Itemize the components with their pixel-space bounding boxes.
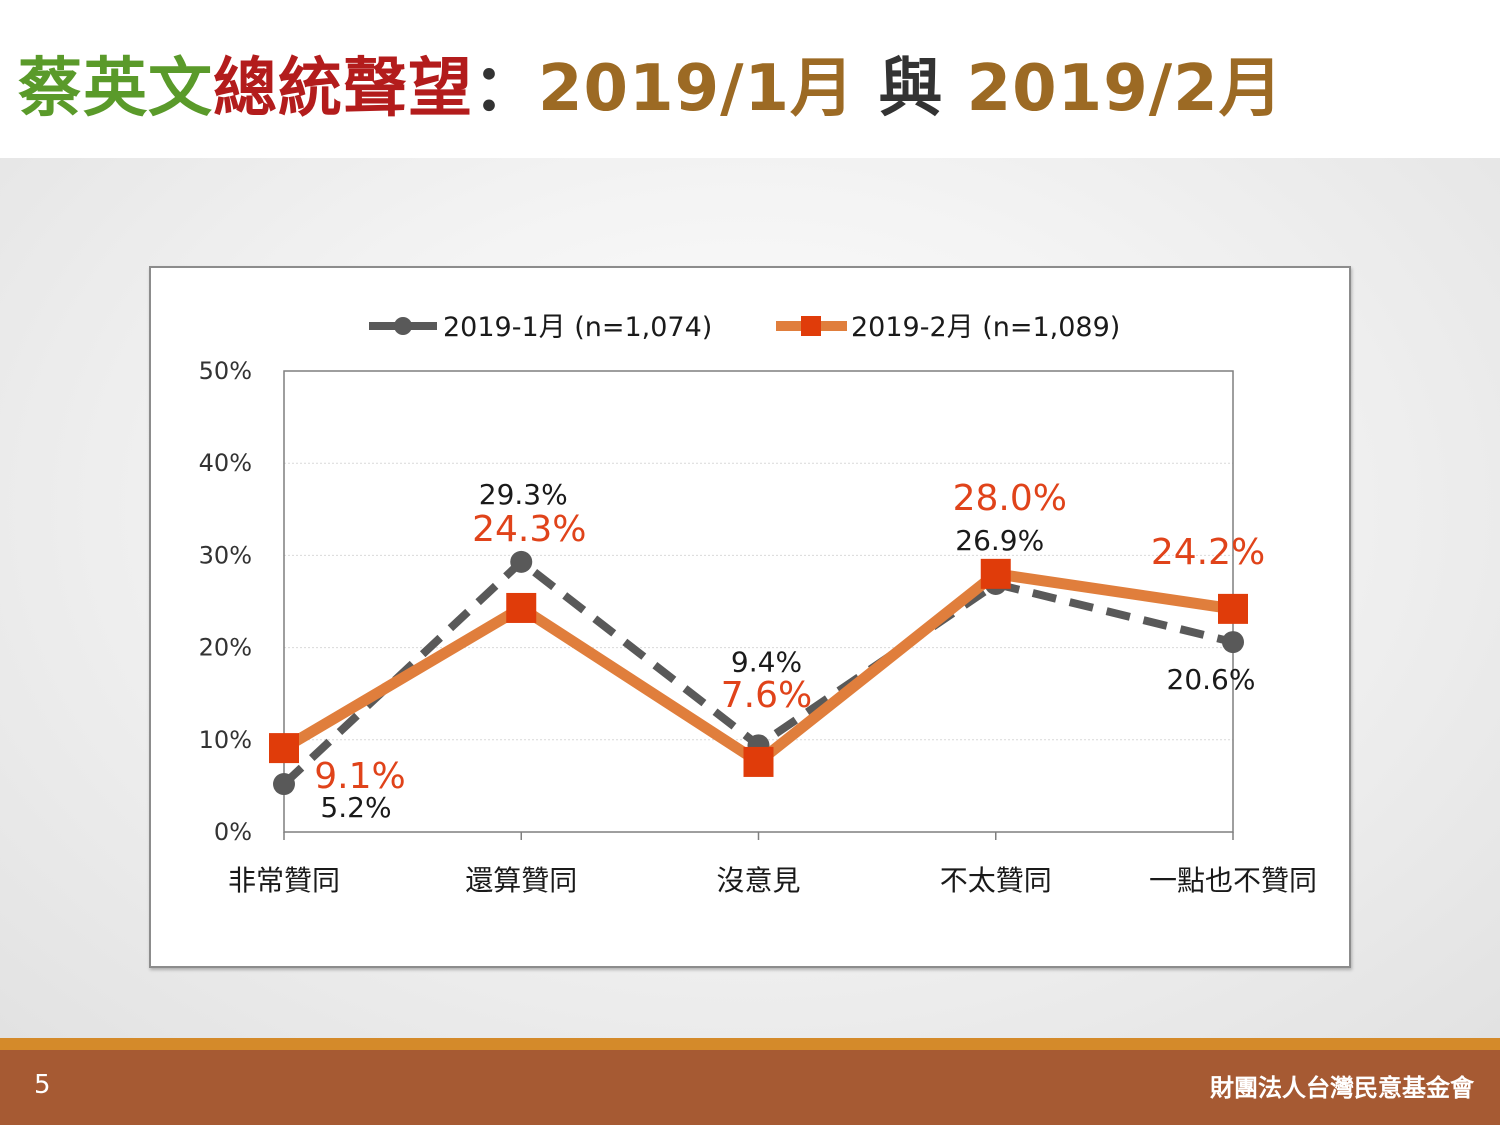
x-category-label: 不太贊同 bbox=[940, 864, 1052, 897]
slide-title: 蔡英文總統聲望：2019/1月 與 2019/2月 bbox=[18, 44, 1284, 134]
legend-marker-2019-01 bbox=[394, 317, 412, 335]
data-label-2019-01: 20.6% bbox=[1167, 663, 1256, 696]
data-label-2019-01: 9.4% bbox=[731, 645, 802, 678]
data-label-2019-01: 29.3% bbox=[479, 478, 568, 511]
footer-bar: 5 財團法人台灣民意基金會 bbox=[0, 1050, 1500, 1125]
marker-2019-02 bbox=[980, 558, 1011, 589]
marker-2019-01 bbox=[1222, 631, 1244, 654]
data-label-2019-02: 24.2% bbox=[1151, 532, 1265, 573]
page-number: 5 bbox=[34, 1070, 51, 1100]
marker-2019-02 bbox=[506, 592, 537, 623]
organization-name: 財團法人台灣民意基金會 bbox=[1210, 1074, 1474, 1102]
x-category-label: 沒意見 bbox=[716, 864, 800, 897]
title-period-2: 2019/2月 bbox=[966, 52, 1284, 126]
data-label-2019-01: 26.9% bbox=[955, 524, 1044, 557]
x-category-label: 一點也不贊同 bbox=[1149, 864, 1317, 897]
marker-2019-01 bbox=[510, 550, 533, 573]
data-label-2019-01: 5.2% bbox=[320, 791, 391, 824]
data-label-2019-02: 7.6% bbox=[721, 675, 812, 716]
y-tick-label: 0% bbox=[214, 818, 252, 846]
y-tick-label: 40% bbox=[199, 449, 252, 477]
title-conjunction: 與 bbox=[855, 52, 967, 126]
data-label-2019-02: 28.0% bbox=[953, 478, 1067, 519]
data-label-2019-02: 9.1% bbox=[314, 756, 405, 797]
legend-label-2019-01: 2019-1月 (n=1,074) bbox=[443, 312, 712, 343]
title-name: 蔡英文 bbox=[18, 52, 213, 126]
y-tick-label: 10% bbox=[199, 726, 252, 754]
marker-2019-01 bbox=[273, 773, 295, 796]
title-bar: 蔡英文總統聲望：2019/1月 與 2019/2月 bbox=[0, 0, 1500, 158]
y-tick-label: 30% bbox=[199, 541, 252, 569]
y-tick-label: 20% bbox=[199, 634, 252, 662]
y-tick-label: 50% bbox=[199, 357, 252, 385]
legend-marker-2019-02 bbox=[801, 316, 821, 336]
footer-accent-stripe bbox=[0, 1038, 1500, 1050]
chart-frame: 0% 10% 20% 30% 40% 50% 非常贊同 還算贊同 沒意見 不太贊同 一點也不贊同 5.… bbox=[149, 266, 1351, 968]
data-label-2019-02: 24.3% bbox=[472, 509, 586, 550]
line-chart: 0% 10% 20% 30% 40% 50% 非常贊同 還算贊同 沒意見 不太贊同 一點也不贊同 5.… bbox=[199, 312, 1317, 897]
x-category-label: 還算贊同 bbox=[465, 864, 577, 897]
title-topic: 總統聲望 bbox=[213, 52, 473, 126]
marker-2019-02 bbox=[1218, 593, 1248, 624]
x-category-label: 非常贊同 bbox=[228, 864, 340, 897]
marker-2019-02 bbox=[743, 746, 774, 777]
legend-label-2019-02: 2019-2月 (n=1,089) bbox=[851, 312, 1120, 343]
title-colon: ： bbox=[473, 52, 538, 126]
title-period-1: 2019/1月 bbox=[538, 52, 856, 126]
marker-2019-02 bbox=[269, 733, 299, 764]
